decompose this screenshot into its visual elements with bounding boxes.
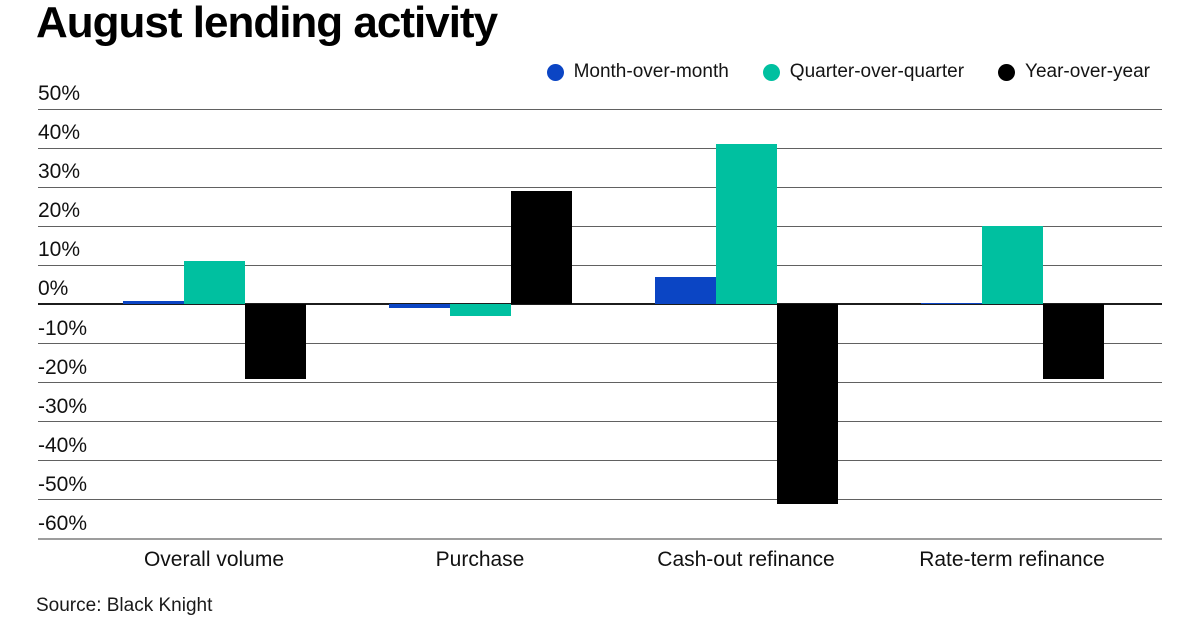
gridline--40 [38,460,1162,462]
bar-cash-out-refinance-year-over-year [776,304,838,504]
y-tick-label-10: 10% [38,238,81,262]
y-tick-label-20: 20% [38,199,81,223]
legend-item-month-over-month: Month-over-month [546,61,729,83]
bar-overall-volume-quarter-over-quarter [183,261,245,305]
bar-overall-volume-year-over-year [244,304,306,379]
gridline--20 [38,382,1162,384]
legend-label-year-over-year: Year-over-year [1025,61,1150,82]
y-tick-label--10: -10% [38,316,88,340]
y-tick-label--40: -40% [38,433,88,457]
x-category-label-overall-volume: Overall volume [143,548,285,571]
y-tick-label-30: 30% [38,160,81,184]
y-tick-label--50: -50% [38,472,88,496]
x-category-label-rate-term-refinance: Rate-term refinance [919,548,1105,571]
bar-purchase-year-over-year [510,191,572,305]
legend-label-month-over-month: Month-over-month [573,61,729,82]
bar-purchase-quarter-over-quarter [449,304,511,317]
bar-cash-out-refinance-quarter-over-quarter [715,144,777,305]
page-title: August lending activity [36,0,498,47]
bar-rate-term-refinance-quarter-over-quarter [981,226,1043,305]
gridline--60 [38,538,1162,540]
gridline-0 [38,303,1162,306]
gridline-20 [38,225,1162,227]
y-tick-label--30: -30% [38,394,88,418]
bar-rate-term-refinance-year-over-year [1042,304,1104,379]
y-tick-label--60: -60% [38,512,88,535]
bar-rate-term-refinance-month-over-month [920,302,982,305]
gridline-50 [38,108,1162,110]
source-attribution: Source: Black Knight [36,595,213,616]
legend: Month-over-month Quarter-over-quarter Year… [546,61,1150,83]
gridline-40 [38,147,1162,149]
y-tick-label-40: 40% [38,121,81,145]
gridline-30 [38,186,1162,188]
legend-swatch-year-over-year-icon [998,63,1016,81]
y-tick-label-50: 50% [38,82,81,105]
legend-swatch-month-over-month-icon [546,63,564,81]
gridline--50 [38,499,1162,501]
legend-item-year-over-year: Year-over-year [998,61,1150,83]
bar-purchase-month-over-month [388,304,450,309]
bar-overall-volume-month-over-month [122,300,184,305]
gridline-10 [38,264,1162,266]
legend-item-quarter-over-quarter: Quarter-over-quarter [762,61,965,83]
x-category-label-purchase: Purchase [435,548,525,571]
y-tick-label-0: 0% [38,277,69,301]
x-category-label-cash-out-refinance: Cash-out refinance [657,548,835,571]
gridline--30 [38,421,1162,423]
y-tick-label--20: -20% [38,355,88,379]
plot-area: 50% 40% 30% 20% 10% 0% -10% -20% -30% -40% -50% -60… [38,82,1162,571]
legend-label-quarter-over-quarter: Quarter-over-quarter [789,61,965,82]
legend-swatch-quarter-over-quarter-icon [762,63,780,81]
bar-cash-out-refinance-month-over-month [654,277,716,305]
gridline--10 [38,343,1162,345]
